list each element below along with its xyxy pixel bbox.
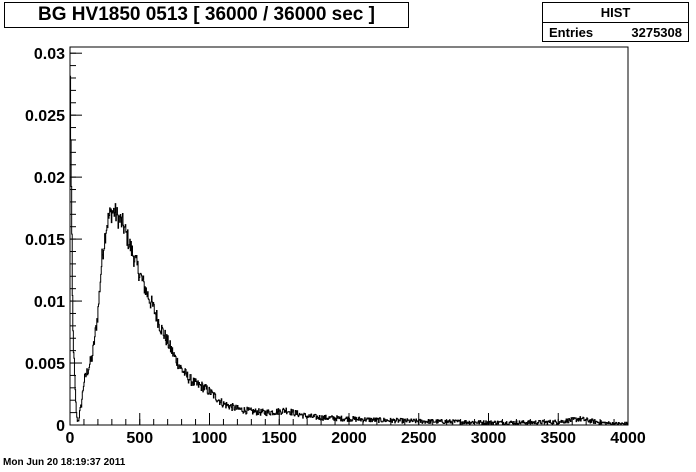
x-tick-label: 3500: [540, 430, 576, 447]
x-tick-label: 1500: [261, 430, 297, 447]
x-tick-label: 3000: [471, 430, 507, 447]
plot-frame: [69, 46, 629, 426]
histogram-title: BG HV1850 0513 [ 36000 / 36000 sec ]: [4, 2, 409, 28]
x-tick-label: 4000: [610, 430, 646, 447]
stats-entries-label: Entries: [549, 25, 594, 40]
x-tick-label: 0: [66, 430, 75, 447]
x-tick-label: 500: [126, 430, 153, 447]
x-tick-label: 2500: [401, 430, 437, 447]
y-tick-label: 0: [56, 418, 65, 435]
date-stamp: Mon Jun 20 18:19:37 2011: [3, 457, 126, 468]
y-tick-label: 0.015: [25, 232, 65, 249]
stats-box: HIST Entries 3275308: [542, 2, 689, 42]
x-tick-label: 2000: [331, 430, 367, 447]
histogram-series-line: [70, 75, 628, 426]
y-tick-label: 0.01: [34, 294, 65, 311]
stats-entries-row: Entries 3275308: [543, 23, 688, 42]
y-tick-label: 0.02: [34, 170, 65, 187]
y-axis: 0 0.005 0.01 0.015 0.02 0.025 0.03: [25, 46, 82, 435]
y-tick-label: 0.025: [25, 108, 65, 125]
x-axis: 0 500 1000 1500 2000 2500 3000 3500 4000: [66, 413, 646, 447]
stats-entries-value: 3275308: [631, 25, 682, 40]
stats-histogram-name: HIST: [543, 3, 688, 23]
x-tick-label: 1000: [192, 430, 228, 447]
y-tick-label: 0.005: [25, 356, 65, 373]
y-tick-label: 0.03: [34, 46, 65, 63]
